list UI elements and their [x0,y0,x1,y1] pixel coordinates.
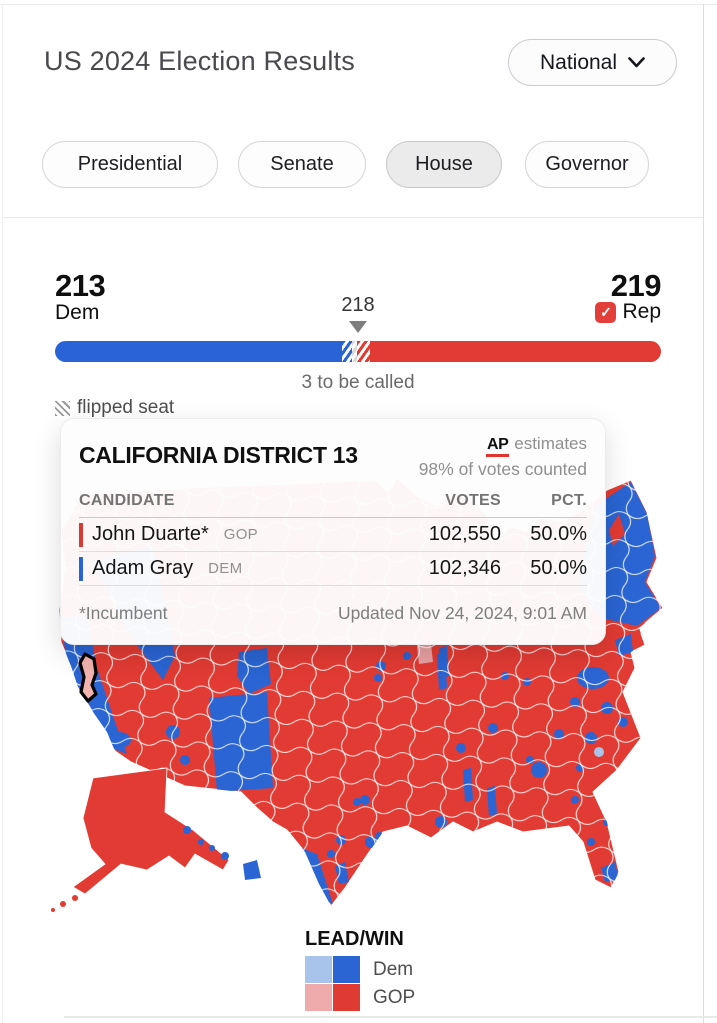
dem-seats-segment [55,341,342,362]
candidate-pct: 50.0% [530,523,587,545]
tab-presidential[interactable]: Presidential [42,141,218,188]
candidate-votes: 102,346 [428,557,501,579]
source-note: estimates [514,434,587,453]
legend-row-gop: GOP [305,984,415,1011]
source-line: AP estimates [419,434,587,457]
tab-senate[interactable]: Senate [238,141,366,188]
candidate-name: John Duarte* [92,523,209,545]
table-row: Adam Gray DEM 102,346 50.0% [79,552,587,586]
tab-house[interactable]: House [386,141,502,188]
gop-lead-swatch [305,984,332,1011]
dem-flipped-segment [342,341,352,362]
flipped-seat-swatch [55,400,70,416]
majority-marker-icon [349,321,367,333]
legend-label-dem: Dem [373,958,414,980]
map-alaska[interactable] [51,767,230,912]
rep-label: Rep [622,300,661,323]
candidate-name: Adam Gray [92,557,194,579]
incumbent-footnote: *Incumbent [79,603,168,623]
column-votes: VOTES [445,492,501,509]
ap-logo: AP [486,436,510,457]
map-hawaii[interactable] [183,826,261,880]
district-tooltip-card: CALIFORNIA DISTRICT 13 AP estimates 98% o… [60,418,606,645]
gop-candidate-color-bar [79,522,83,547]
right-border [703,4,704,1023]
dem-label: Dem [55,301,100,324]
dem-candidate-color-bar [79,556,83,581]
candidate-party: GOP [223,526,258,543]
results-table-header: CANDIDATE VOTES PCT. [79,492,587,518]
legend-row-dem: Dem [305,956,415,983]
uncalled-segment [352,341,357,362]
seat-balance-bar [55,341,661,362]
flipped-seat-legend: flipped seat [55,397,174,419]
chevron-down-icon [628,57,645,68]
district-ca-13-highlight[interactable] [78,652,98,703]
district-title: CALIFORNIA DISTRICT 13 [79,442,358,468]
candidate-pct: 50.0% [530,557,587,579]
table-row: John Duarte* GOP 102,550 50.0% [79,518,587,552]
top-border [0,4,717,5]
candidate-party: DEM [208,560,243,577]
candidate-votes: 102,550 [428,523,501,545]
rep-winner-row: ✓ Rep [595,300,661,324]
dem-seat-count: 213 [55,268,106,303]
to-be-called-label: 3 to be called [301,372,415,393]
legend-label-gop: GOP [373,986,416,1008]
page-title: US 2024 Election Results [44,46,355,76]
votes-counted-label: 98% of votes counted [418,459,587,479]
winner-checkmark-icon: ✓ [595,301,617,323]
region-selector-label: National [539,50,618,74]
gop-win-swatch [333,984,360,1011]
gop-seats-segment [370,341,661,362]
gop-flipped-segment [357,341,370,362]
column-pct: PCT. [551,492,587,509]
rep-seat-count: 219 [610,268,662,303]
dem-lead-swatch [305,956,332,983]
majority-threshold-label: 218 [341,294,375,316]
updated-timestamp: Updated Nov 24, 2024, 9:01 AM [337,603,587,623]
next-section-divider [64,1016,717,1018]
header-divider [3,217,703,218]
region-selector-button[interactable]: National [508,39,677,86]
tab-governor[interactable]: Governor [525,141,649,188]
left-border [2,4,3,1023]
column-candidate: CANDIDATE [79,492,175,509]
flipped-seat-label: flipped seat [77,397,175,418]
map-legend-title: LEAD/WIN [305,928,404,950]
map-legend: Dem GOP [305,956,415,1011]
dem-win-swatch [333,956,360,983]
